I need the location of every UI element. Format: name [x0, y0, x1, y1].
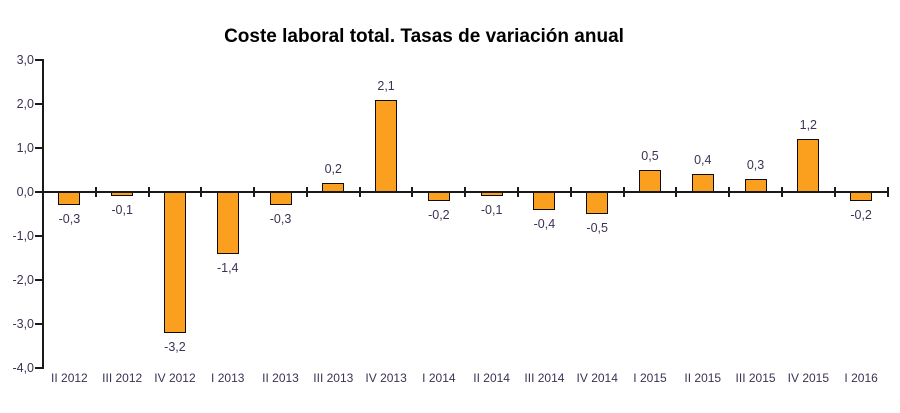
bar	[586, 192, 609, 214]
x-tick-label: III 2013	[313, 371, 354, 385]
x-tick-label: III 2014	[524, 371, 565, 385]
y-axis-tick	[35, 235, 42, 237]
bar	[744, 178, 767, 192]
y-axis-tick	[35, 147, 42, 149]
bar	[533, 192, 556, 210]
bar	[163, 192, 186, 333]
y-axis-line	[41, 59, 44, 369]
x-axis-tick	[411, 187, 414, 197]
bar-value-label: 2,1	[377, 78, 395, 93]
y-tick-label: 0,0	[16, 185, 34, 199]
x-axis-tick	[253, 187, 256, 197]
x-tick-label: III 2015	[735, 371, 776, 385]
bar	[216, 192, 239, 254]
y-tick-label: -1,0	[12, 229, 34, 243]
bar-value-label: 0,4	[694, 153, 712, 168]
x-tick-label: IV 2013	[365, 371, 407, 385]
bar-value-label: 1,2	[799, 118, 818, 133]
y-tick-label: 3,0	[16, 53, 34, 67]
x-tick-label: IV 2014	[576, 371, 618, 385]
x-axis-tick	[358, 187, 361, 197]
x-axis-tick	[569, 187, 572, 197]
y-tick-label: 1,0	[16, 141, 34, 155]
bar	[691, 174, 714, 192]
x-axis-tick	[517, 187, 520, 197]
y-tick-label: 2,0	[16, 97, 34, 111]
bar-value-label: 0,2	[324, 162, 342, 177]
x-axis-tick	[886, 187, 889, 197]
y-axis-tick	[35, 103, 42, 105]
x-tick-label: I 2016	[844, 371, 878, 385]
x-tick-label: II 2012	[51, 371, 88, 385]
chart-title: Coste laboral total. Tasas de variación …	[224, 26, 624, 47]
x-tick-label: I 2015	[633, 371, 667, 385]
bar-value-label: -0,5	[586, 221, 608, 235]
x-axis-tick	[728, 187, 731, 197]
bar-value-label: -0,4	[533, 216, 556, 231]
x-axis-tick	[780, 187, 783, 197]
x-tick-label: II 2015	[684, 371, 722, 385]
x-axis-tick	[200, 187, 203, 197]
x-tick-label: III 2012	[102, 371, 143, 385]
y-axis-tick	[35, 59, 42, 61]
x-axis-tick	[305, 187, 308, 197]
y-tick-label: -4,0	[12, 361, 34, 375]
bar	[850, 192, 873, 201]
bar-value-label: -0,1	[111, 203, 133, 218]
x-tick-label: IV 2012	[154, 371, 196, 385]
y-axis-tick	[35, 279, 42, 281]
bar-value-label: 0,5	[641, 149, 659, 163]
bar	[375, 99, 398, 192]
x-tick-label: II 2013	[262, 371, 299, 385]
x-tick-label: I 2014	[422, 371, 456, 385]
bar-value-label: 0,3	[746, 157, 765, 172]
x-axis-tick	[147, 187, 150, 197]
y-tick-label: -3,0	[12, 317, 34, 331]
bar-value-label: -0,1	[480, 203, 503, 218]
y-axis-tick	[35, 323, 42, 325]
y-axis-tick	[35, 367, 42, 369]
bar	[638, 170, 661, 192]
bar-value-label: -0,3	[269, 212, 292, 227]
bar	[269, 192, 292, 206]
y-tick-label: -2,0	[12, 273, 34, 287]
x-axis-tick	[622, 187, 625, 197]
bar-value-label: -1,4	[216, 260, 239, 275]
bar-value-label: -0,2	[428, 207, 450, 222]
x-tick-label: II 2014	[473, 371, 510, 385]
y-axis-tick	[35, 191, 42, 193]
x-axis-tick	[833, 187, 836, 197]
bar-value-label: -3,2	[164, 339, 186, 354]
x-axis-tick	[94, 187, 97, 197]
x-axis-tick	[464, 187, 467, 197]
bar-value-label: -0,3	[58, 212, 81, 227]
x-tick-label: IV 2015	[787, 371, 830, 385]
bar	[58, 192, 81, 206]
bar	[427, 192, 450, 201]
x-axis-tick	[675, 187, 678, 197]
bar-value-label: -0,2	[850, 207, 872, 222]
bar	[797, 139, 820, 192]
x-tick-label: I 2013	[211, 371, 245, 385]
